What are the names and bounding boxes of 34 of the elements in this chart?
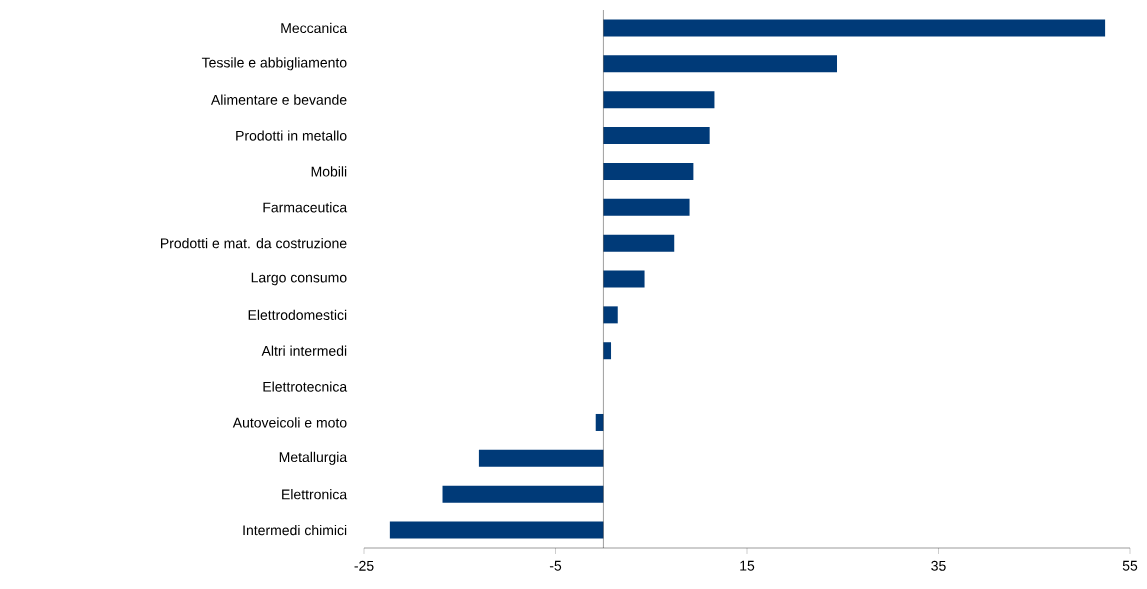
y-tick-label: Mobili <box>311 166 347 177</box>
x-tick-label: 35 <box>931 560 946 571</box>
bar <box>603 234 675 252</box>
bar <box>442 485 604 503</box>
bar <box>389 521 604 539</box>
bar <box>603 55 838 73</box>
bar <box>603 306 618 324</box>
y-tick-label: Metallurgia <box>279 451 348 465</box>
bar <box>603 198 690 216</box>
y-tick-label: Intermedi chimici <box>243 524 347 536</box>
bar <box>595 413 604 431</box>
bar <box>603 162 694 180</box>
y-tick-label: Autoveicoli e moto <box>232 417 347 428</box>
y-tick-label: Prodotti e mat. da costruzione <box>161 237 347 249</box>
y-tick-label: Elettrotecnica <box>263 381 348 392</box>
x-tick-label: -25 <box>354 560 374 571</box>
y-tick-label: Prodotti in metallo <box>236 130 347 141</box>
bar <box>603 19 1106 37</box>
bar <box>603 127 710 145</box>
y-tick-label: Farmaceutica <box>263 202 348 213</box>
y-tick-label: Alimentare e bevande <box>210 94 347 105</box>
x-tick-label: -5 <box>549 560 562 571</box>
y-tick-label: Elettrodomestici <box>248 309 347 321</box>
y-tick-label: Elettronica <box>282 489 348 500</box>
x-tick-label: 55 <box>1122 560 1138 571</box>
y-tick-label: Meccanica <box>281 22 348 34</box>
y-tick-label: Altri intermedi <box>261 345 347 356</box>
y-tick-label: Tessile e abbigliamento <box>201 57 347 71</box>
bar <box>603 91 715 109</box>
y-tick-label: Largo consumo <box>251 272 347 286</box>
x-tick-label: 15 <box>740 560 755 571</box>
bar <box>478 449 604 467</box>
bar <box>603 270 645 288</box>
bar <box>603 342 612 360</box>
